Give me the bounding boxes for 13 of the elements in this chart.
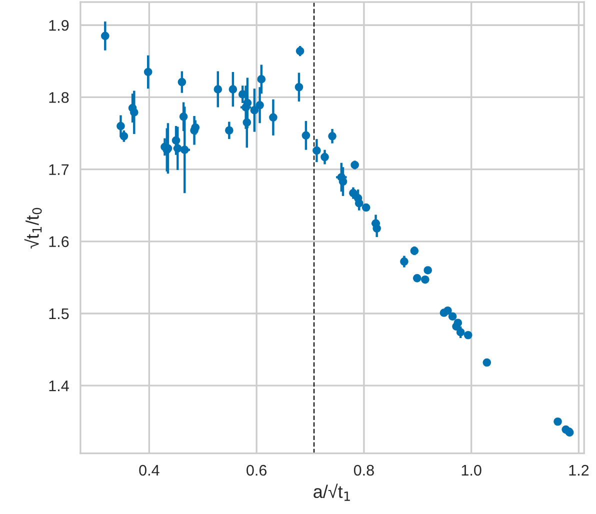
y-tick-label: 1.4: [49, 380, 69, 392]
x-tick-label: 0.8: [354, 464, 374, 476]
x-tick-label: 1.2: [569, 464, 589, 476]
y-tick-label: 1.6: [49, 236, 69, 248]
y-tick-label: 1.8: [49, 92, 69, 103]
y-axis-title: √t$_{1}$/t$_{0}$: [24, 208, 42, 248]
x-tick-label: 0.4: [139, 464, 160, 476]
y-tick-label: 1.9: [49, 20, 69, 31]
y-tick-label: 1.5: [49, 308, 69, 320]
x-tick-label: 0.6: [246, 464, 267, 476]
x-axis-title: a/√t$_{1}$: [314, 484, 350, 501]
x-tick-label: 1.0: [462, 464, 482, 476]
y-tick-label: 1.7: [49, 164, 69, 175]
